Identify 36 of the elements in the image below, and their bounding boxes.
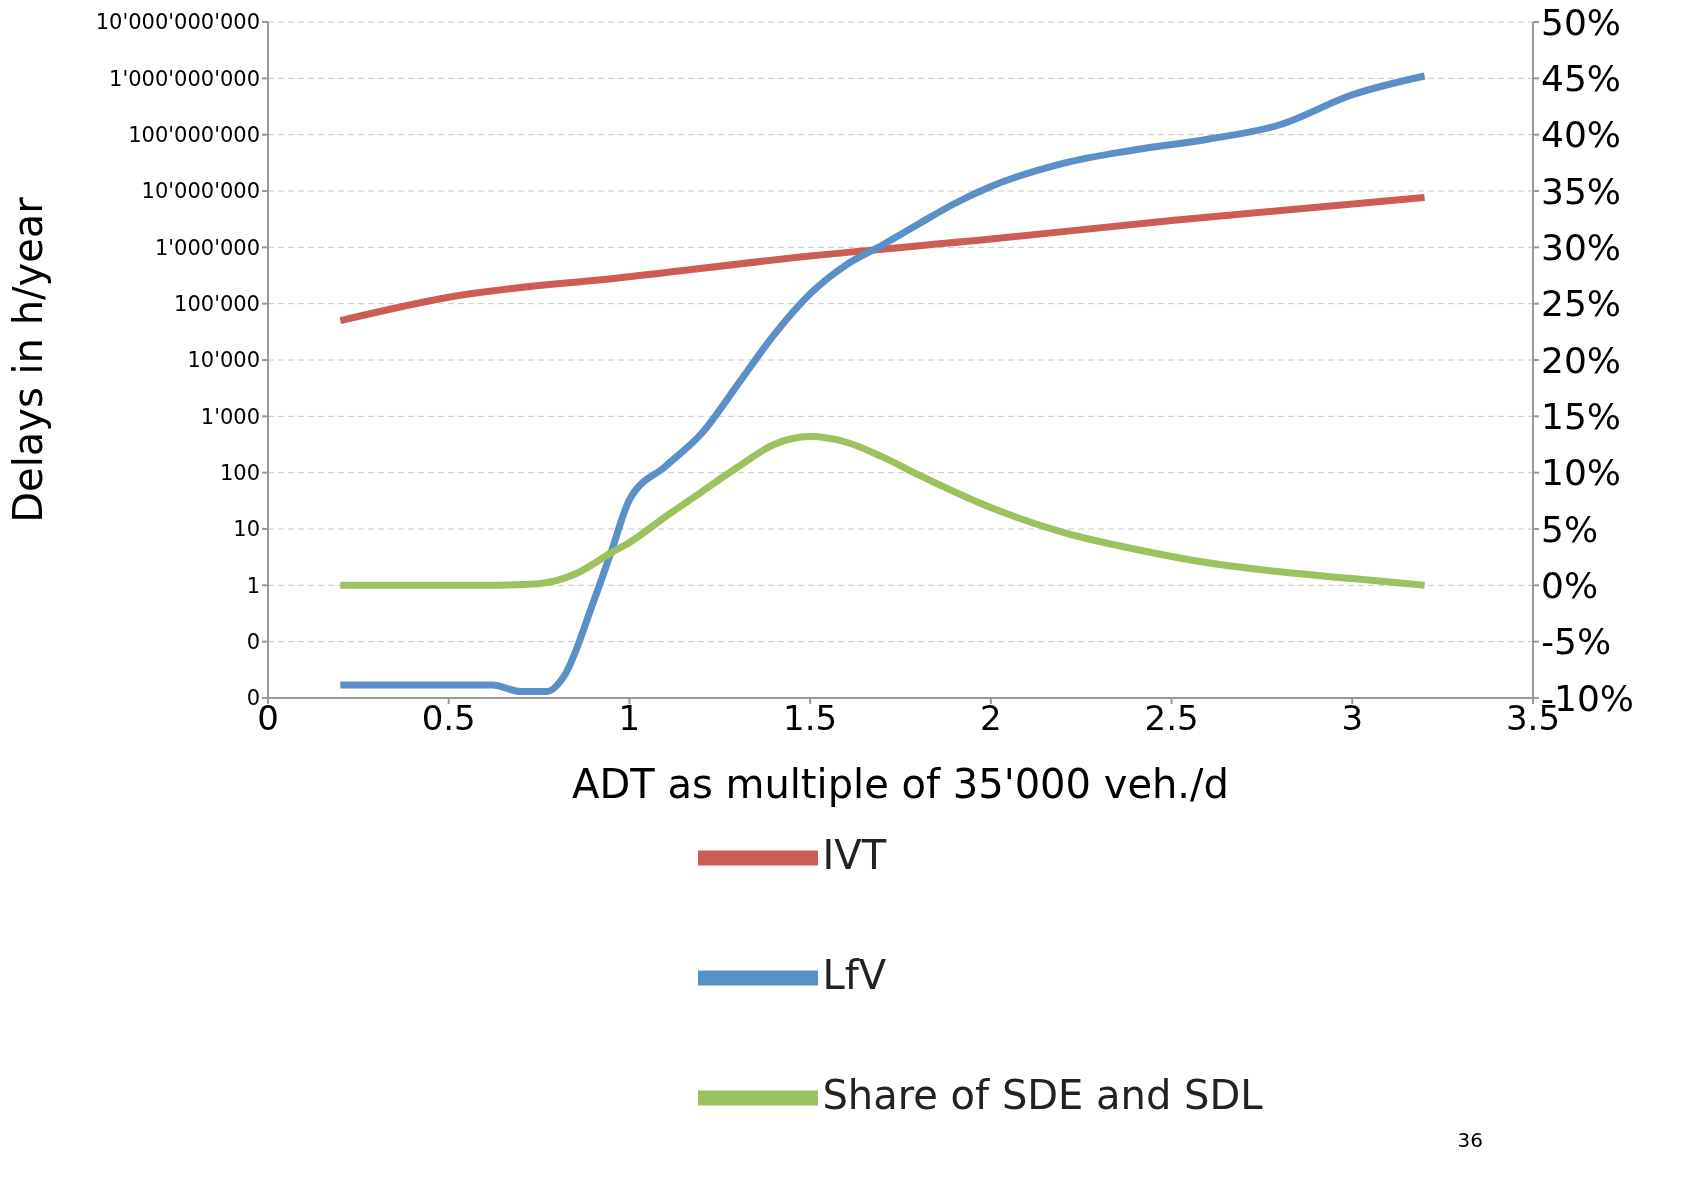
y2-tick-label: 15% [1541, 396, 1622, 438]
legend-label: IVT [822, 832, 887, 878]
x-tick-label: 2 [980, 698, 1002, 739]
y-tick-label: 1'000 [200, 404, 260, 429]
y2-tick-label: 5% [1541, 508, 1599, 550]
y-tick-label: 10 [233, 517, 260, 542]
x-tick-label: 3 [1341, 698, 1364, 739]
y-tick-label: 100'000 [174, 292, 260, 317]
y2-tick-label: 35% [1541, 170, 1622, 212]
y-tick-label: 1'000'000 [154, 235, 260, 260]
x-tick-label: 2.5 [1144, 698, 1199, 739]
y-tick-label: 10'000'000 [141, 179, 260, 204]
y-tick-label: 0 [246, 630, 260, 655]
y2-tick-label: 50% [1541, 1, 1622, 43]
legend-label: LfV [822, 952, 887, 998]
y2-tick-label: -5% [1541, 621, 1612, 663]
x-tick-label: 1.5 [783, 698, 838, 739]
text: 36 [1457, 1128, 1483, 1152]
y2-tick-label: 40% [1541, 114, 1622, 156]
x-tick-label: 1 [618, 698, 641, 739]
x-tick-label: 0.5 [421, 698, 476, 739]
y2-tick-label: 25% [1541, 283, 1622, 325]
y2-tick-label: 10% [1541, 452, 1622, 494]
y-tick-label: 10'000 [187, 348, 260, 373]
legend-label: Share of SDE and SDL [822, 1072, 1263, 1118]
x-axis-title: ADT as multiple of 35'000 veh./d [572, 761, 1229, 807]
y-tick-label: 1 [246, 573, 260, 598]
y-tick-label: 1'000'000'000 [109, 66, 260, 91]
y2-tick-label: 0% [1541, 565, 1599, 607]
y-tick-label: 100 [219, 461, 260, 486]
y-tick-label: 100'000'000 [128, 123, 260, 148]
y2-tick-label: 45% [1541, 58, 1622, 100]
y2-tick-label: 20% [1541, 339, 1622, 381]
y-tick-label: 10'000'000'000 [95, 10, 260, 35]
y2-tick-label: 30% [1541, 227, 1622, 269]
y-axis-title: Delays in h/year [5, 196, 52, 523]
